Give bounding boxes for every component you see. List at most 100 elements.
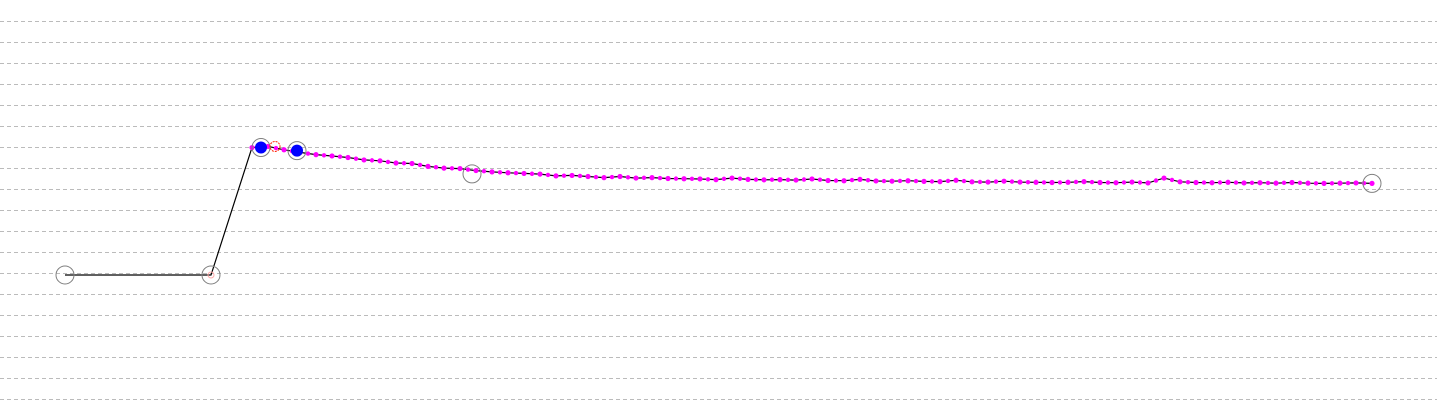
data-point	[361, 157, 367, 163]
data-point	[313, 152, 319, 158]
data-point	[905, 178, 911, 184]
data-point	[321, 153, 327, 158]
data-point	[513, 170, 519, 176]
data-point	[393, 160, 399, 166]
marker-ring	[1362, 173, 1382, 193]
data-point	[697, 176, 703, 182]
data-point	[577, 173, 583, 179]
data-point	[1353, 180, 1359, 186]
data-point	[1105, 180, 1111, 185]
data-point	[473, 167, 479, 174]
data-point	[745, 176, 751, 183]
data-point	[729, 175, 735, 181]
data-point	[849, 177, 855, 183]
data-point	[761, 177, 767, 183]
data-point	[505, 170, 511, 176]
data-point	[1089, 179, 1095, 185]
data-point	[553, 173, 559, 179]
data-point	[385, 159, 391, 165]
data-point	[1313, 181, 1319, 186]
data-point	[1009, 179, 1015, 184]
data-point	[1025, 179, 1031, 185]
data-point	[207, 271, 215, 279]
data-point	[481, 169, 487, 174]
data-point	[833, 178, 839, 183]
data-point	[345, 154, 351, 161]
marker-ring	[287, 141, 307, 161]
data-point	[881, 178, 887, 184]
data-point	[1289, 179, 1295, 186]
data-point	[801, 177, 807, 182]
data-point	[441, 165, 447, 171]
data-point	[465, 167, 471, 172]
data-point	[1153, 178, 1159, 183]
data-point	[353, 156, 359, 161]
data-point	[1169, 177, 1175, 183]
data-point	[1241, 180, 1247, 186]
data-point	[889, 178, 895, 184]
data-point	[929, 179, 935, 184]
data-point	[897, 178, 903, 184]
data-point	[489, 169, 495, 175]
data-point	[769, 177, 775, 182]
data-point	[1345, 180, 1351, 186]
data-point	[1185, 179, 1191, 185]
data-point	[753, 177, 759, 182]
data-point	[625, 175, 631, 180]
data-point	[401, 161, 407, 166]
data-point	[641, 175, 647, 181]
data-point	[841, 178, 847, 184]
data-point	[1113, 180, 1119, 186]
data-point	[1001, 178, 1007, 184]
data-point	[457, 165, 463, 172]
data-point	[985, 179, 991, 185]
data-point	[1121, 180, 1127, 185]
data-point	[1033, 179, 1039, 185]
data-point	[409, 160, 415, 167]
data-point	[1361, 180, 1367, 186]
data-point	[1225, 179, 1231, 185]
data-point	[977, 179, 983, 185]
data-point	[329, 153, 335, 159]
data-point	[873, 178, 879, 184]
data-point	[281, 147, 287, 153]
data-point	[953, 177, 959, 183]
data-point	[377, 158, 383, 164]
data-point	[369, 158, 375, 163]
data-point	[425, 163, 431, 169]
data-point	[1281, 180, 1287, 186]
data-point	[337, 154, 343, 159]
data-point	[945, 178, 951, 184]
data-point	[569, 172, 575, 179]
data-point	[1305, 180, 1311, 186]
data-point	[721, 176, 727, 182]
data-point	[449, 166, 455, 171]
data-point	[1049, 179, 1055, 186]
data-point	[865, 177, 871, 183]
data-point	[1017, 179, 1023, 185]
data-point	[1129, 179, 1135, 185]
data-point	[1137, 180, 1143, 185]
data-point	[1177, 179, 1183, 185]
highlight-point	[291, 144, 303, 157]
data-point	[1161, 175, 1167, 181]
data-point	[1193, 179, 1199, 186]
data-point	[1369, 180, 1375, 186]
data-point	[993, 179, 999, 184]
data-point	[681, 176, 687, 182]
data-point	[961, 178, 967, 184]
data-point	[913, 178, 919, 184]
data-point	[689, 176, 695, 182]
marker-ring	[201, 265, 221, 285]
data-point	[857, 176, 863, 183]
data-point	[921, 178, 927, 184]
data-point	[969, 179, 975, 185]
data-point	[1273, 180, 1279, 186]
data-point	[585, 173, 591, 180]
data-point	[417, 162, 423, 168]
data-point	[793, 177, 799, 183]
data-point	[817, 177, 823, 182]
data-point	[1249, 180, 1255, 186]
data-point	[1337, 180, 1343, 186]
